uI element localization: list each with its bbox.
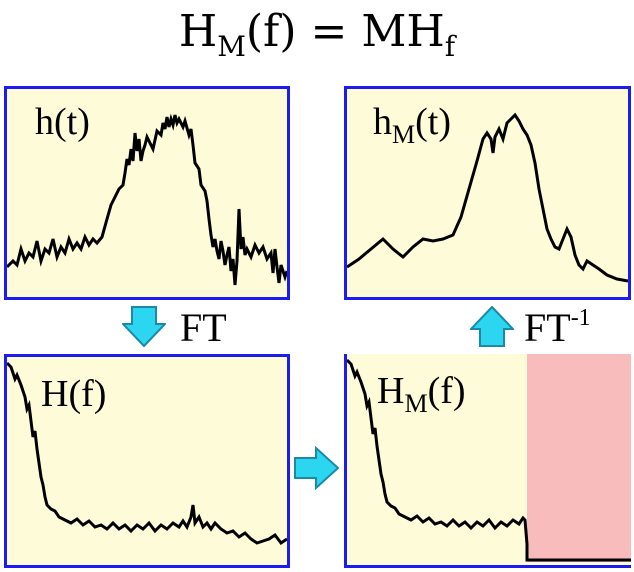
masked-spectrum-plot (347, 358, 631, 562)
right-arrow-icon (294, 446, 340, 490)
inverse-transform-superscript: -1 (570, 305, 591, 331)
time-signal-label: h(t) (35, 101, 90, 143)
up-arrow-icon (470, 306, 514, 347)
spectrum-panel: H(f) (4, 354, 290, 568)
title-main: H (178, 6, 218, 57)
masked-time-signal-label: hM(t) (373, 101, 451, 148)
time-signal-panel: h(t) (4, 86, 290, 300)
spectrum-curve (7, 361, 287, 546)
masked-time-signal-curve (347, 112, 628, 283)
masked-spectrum-label-main: H (377, 370, 405, 412)
masked-time-label-main: h (373, 101, 392, 143)
equation-title: HM(f) = MHf (0, 6, 634, 63)
masked-spectrum-label: HM(f) (377, 370, 466, 417)
masked-time-label-sub: M (392, 120, 416, 149)
masked-spectrum-label-sub: M (404, 389, 428, 418)
time-signal-curve (7, 113, 287, 286)
spectrum-label: H(f) (41, 373, 107, 415)
forward-transform-label: FT (180, 305, 227, 350)
masked-time-label-rest: (t) (415, 101, 451, 143)
inverse-transform-label: FT-1 (524, 305, 591, 350)
frequency-mask-region (527, 354, 631, 562)
time-signal-plot (7, 113, 287, 286)
title-subscript-f: f (444, 30, 456, 63)
masked-spectrum-panel: HM(f) (344, 354, 631, 568)
masked-spectrum-label-rest: (f) (427, 370, 466, 412)
title-subscript-m: M (217, 30, 246, 63)
spectrum-plot (7, 361, 287, 546)
masked-time-signal-panel: hM(t) (344, 86, 631, 300)
inverse-transform-main: FT (524, 305, 571, 350)
title-rest: (f) = MH (245, 6, 445, 57)
masked-spectrum-curve (347, 358, 631, 562)
down-arrow-icon (122, 306, 166, 348)
masked-time-signal-plot (347, 112, 628, 283)
